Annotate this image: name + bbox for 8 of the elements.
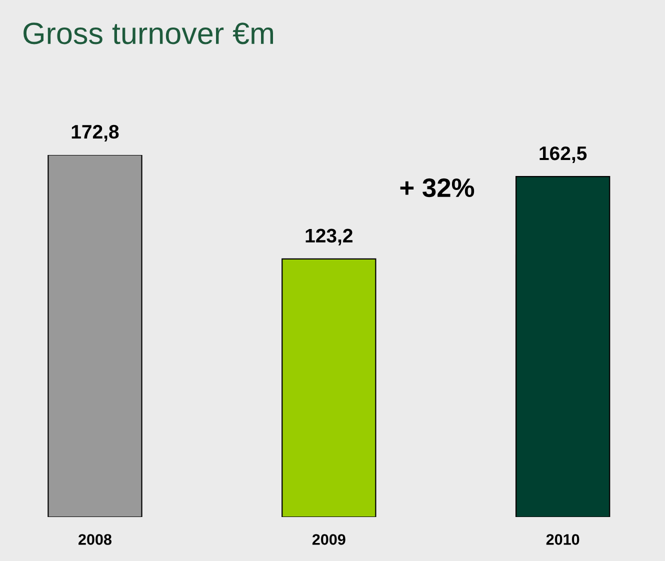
data-label: 123,2 <box>306 228 352 246</box>
x-tick-label: 2008 <box>78 534 112 545</box>
data-label: 172,8 <box>72 124 119 142</box>
data-label: 162,5 <box>540 146 587 164</box>
x-tick-label: 2010 <box>546 534 580 545</box>
x-tick-label: 2009 <box>312 534 346 545</box>
annotation: + 32% <box>400 178 474 198</box>
chart-title: Gross turnover €m <box>24 22 273 44</box>
